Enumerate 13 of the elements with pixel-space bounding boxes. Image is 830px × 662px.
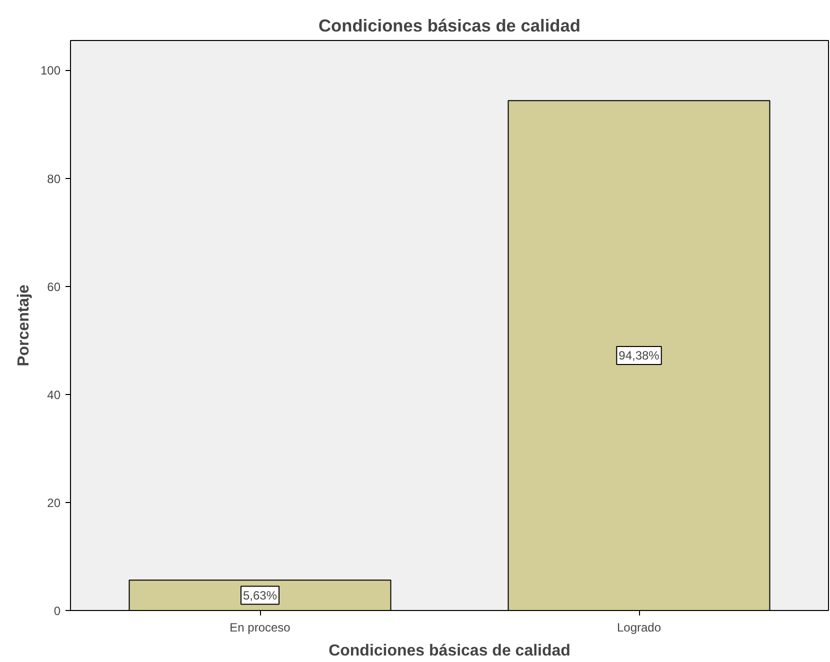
chart-title: Condiciones básicas de calidad [318, 16, 580, 36]
x-tick-label: En proceso [230, 620, 291, 634]
y-tick-label: 20 [47, 496, 61, 510]
y-tick-label: 100 [40, 64, 61, 78]
y-tick-label: 40 [47, 388, 61, 402]
y-tick-label: 80 [47, 172, 61, 186]
data-label: 94,38% [618, 348, 660, 363]
y-axis-title: Porcentaje [15, 284, 32, 366]
y-tick-label: 0 [54, 604, 61, 618]
data-label: 5,63% [242, 588, 278, 602]
x-axis-title: Condiciones básicas de calidad [328, 642, 570, 660]
x-tick-label: Logrado [616, 620, 662, 634]
y-tick-label: 60 [47, 280, 61, 294]
